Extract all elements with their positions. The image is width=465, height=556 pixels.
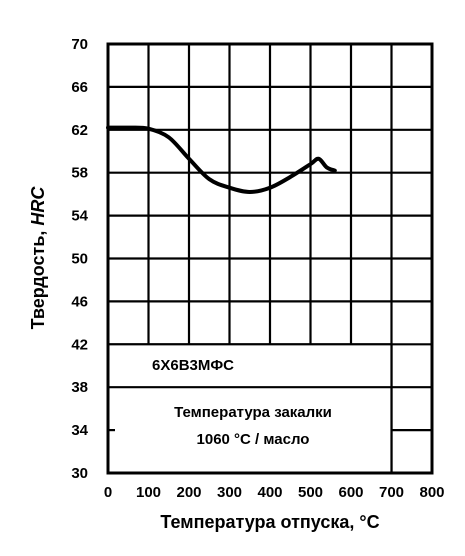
y-tick-label: 70 bbox=[71, 36, 88, 53]
y-tick-label: 62 bbox=[71, 122, 88, 139]
data-point bbox=[187, 157, 191, 161]
y-tick-label: 46 bbox=[71, 293, 88, 310]
y-tick-label: 58 bbox=[71, 165, 88, 182]
data-point bbox=[317, 157, 321, 161]
plot-frame bbox=[106, 42, 434, 475]
x-axis-title: Температура отпуска, °C bbox=[160, 512, 379, 532]
y-axis-title-unit: HRC bbox=[28, 186, 48, 226]
x-tick-label: 700 bbox=[379, 484, 404, 501]
y-axis-ticks: 30 34 38 42 46 50 54 58 62 66 70 bbox=[71, 36, 88, 482]
quench-temperature-label: Температура закалки bbox=[174, 404, 332, 421]
y-tick-label: 54 bbox=[71, 208, 88, 225]
data-point bbox=[288, 175, 292, 179]
x-tick-label: 500 bbox=[298, 484, 323, 501]
data-point bbox=[126, 126, 130, 130]
data-point bbox=[146, 127, 151, 131]
x-tick-label: 600 bbox=[338, 484, 363, 501]
data-point bbox=[268, 186, 272, 190]
data-point bbox=[106, 126, 110, 130]
quench-medium-label: 1060 °С / масло bbox=[197, 431, 310, 448]
data-point bbox=[227, 186, 232, 190]
data-point bbox=[248, 190, 252, 194]
x-tick-label: 100 bbox=[136, 484, 161, 501]
y-tick-label: 38 bbox=[71, 379, 88, 396]
annotation-box bbox=[108, 344, 392, 473]
data-point bbox=[167, 135, 171, 139]
x-tick-label: 200 bbox=[176, 484, 201, 501]
data-point bbox=[308, 162, 313, 166]
steel-grade-label: 6Х6В3МФС bbox=[152, 357, 234, 374]
y-tick-label: 66 bbox=[71, 79, 88, 96]
y-tick-label: 34 bbox=[71, 422, 88, 439]
series-layer bbox=[106, 125, 337, 195]
x-tick-label: 0 bbox=[104, 484, 112, 501]
data-point bbox=[207, 177, 211, 181]
y-axis-title: Твердость, HRC bbox=[28, 186, 48, 330]
y-tick-label: 42 bbox=[71, 336, 88, 353]
y-tick-label: 50 bbox=[71, 251, 88, 268]
x-axis-ticks: 0 100 200 300 400 500 600 700 800 bbox=[104, 484, 445, 501]
series-line bbox=[106, 125, 337, 195]
y-tick-label: 30 bbox=[71, 465, 88, 482]
x-tick-label: 400 bbox=[257, 484, 282, 501]
y-axis-title-prefix: Твердость, bbox=[28, 226, 48, 330]
data-point bbox=[325, 165, 329, 169]
x-tick-label: 300 bbox=[217, 484, 242, 501]
data-point bbox=[333, 168, 337, 173]
x-tick-label: 800 bbox=[419, 484, 444, 501]
